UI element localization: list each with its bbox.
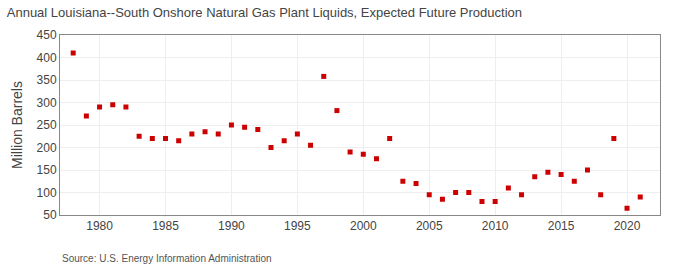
svg-text:1980: 1980 (86, 219, 113, 233)
svg-text:2015: 2015 (548, 219, 575, 233)
svg-text:1995: 1995 (284, 219, 311, 233)
svg-text:Annual Louisiana--South Onshor: Annual Louisiana--South Onshore Natural … (7, 5, 522, 20)
svg-text:2000: 2000 (350, 219, 377, 233)
svg-text:Source: U.S. Energy Informatio: Source: U.S. Energy Information Administ… (62, 253, 272, 264)
svg-text:200: 200 (37, 141, 57, 155)
svg-text:1990: 1990 (218, 219, 245, 233)
svg-text:2005: 2005 (416, 219, 443, 233)
svg-text:2010: 2010 (482, 219, 509, 233)
svg-text:1985: 1985 (152, 219, 179, 233)
svg-text:2020: 2020 (614, 219, 641, 233)
svg-text:Million Barrels: Million Barrels (9, 81, 25, 169)
svg-text:100: 100 (37, 186, 57, 200)
svg-text:350: 350 (37, 73, 57, 87)
svg-text:400: 400 (37, 51, 57, 65)
svg-text:150: 150 (37, 163, 57, 177)
svg-text:300: 300 (37, 96, 57, 110)
svg-text:450: 450 (37, 28, 57, 42)
svg-text:50: 50 (43, 208, 57, 222)
svg-text:250: 250 (37, 118, 57, 132)
